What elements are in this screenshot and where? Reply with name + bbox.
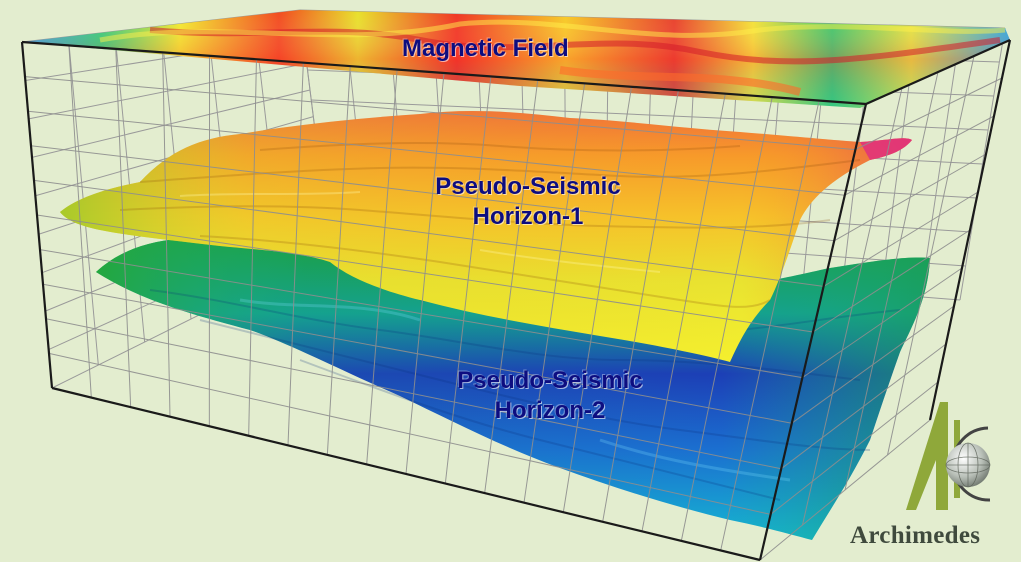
horizon-1-label: Pseudo-Seismic Horizon-1 xyxy=(408,172,648,232)
horizon-1-surface xyxy=(60,111,912,363)
archimedes-logo-mark xyxy=(906,402,991,510)
horizon-1-label-line-2: Horizon-1 xyxy=(472,203,584,230)
box-frame xyxy=(20,38,1012,562)
horizon-2-label-line-1: Pseudo-Seismic xyxy=(457,367,643,394)
archimedes-logo-text: Archimedes xyxy=(850,522,981,549)
magnetic-field-label: Magnetic Field xyxy=(402,35,569,62)
horizon-2-label-line-2: Horizon-2 xyxy=(494,397,606,424)
horizon-1-label-line-1: Pseudo-Seismic xyxy=(435,173,621,200)
horizon-2-label: Pseudo-Seismic Horizon-2 xyxy=(420,366,680,426)
magnetic-field-layer xyxy=(22,10,1010,108)
